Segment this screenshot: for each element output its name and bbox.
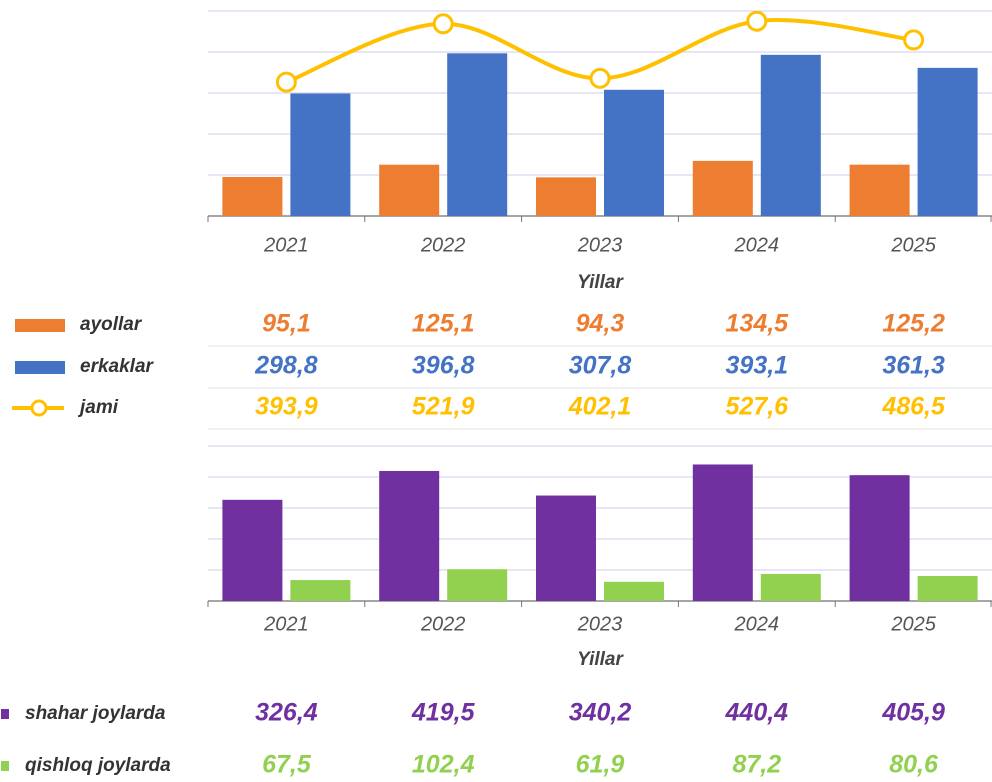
bar bbox=[447, 569, 508, 601]
x-axis-label: Yillar bbox=[577, 649, 624, 670]
legend-swatch bbox=[15, 319, 65, 332]
bar bbox=[849, 475, 910, 601]
legend-swatch bbox=[1, 709, 9, 719]
bar bbox=[849, 164, 910, 216]
legend-label: erkaklar bbox=[80, 356, 155, 377]
line-marker bbox=[275, 71, 297, 93]
table-value: 326,4 bbox=[255, 699, 318, 727]
bar bbox=[760, 573, 821, 601]
bar bbox=[917, 67, 978, 216]
bar bbox=[760, 54, 821, 217]
legend-label: jami bbox=[77, 397, 119, 418]
legend-label: shahar joylarda bbox=[25, 703, 166, 724]
table-value: 361,3 bbox=[882, 352, 945, 380]
table-value: 393,9 bbox=[255, 393, 318, 421]
table-value: 486,5 bbox=[881, 393, 946, 421]
x-tick-label: 2024 bbox=[734, 613, 780, 635]
x-tick-label: 2024 bbox=[734, 234, 780, 256]
legend-swatch bbox=[30, 399, 48, 417]
table-value: 521,9 bbox=[412, 393, 475, 421]
bar bbox=[290, 93, 351, 216]
x-tick-label: 2022 bbox=[420, 613, 466, 635]
table-value: 80,6 bbox=[889, 751, 939, 779]
table-value: 307,8 bbox=[569, 352, 632, 380]
x-tick-label: 2023 bbox=[577, 613, 623, 635]
table-value: 95,1 bbox=[262, 310, 311, 338]
bar bbox=[379, 470, 440, 601]
x-tick-label: 2023 bbox=[577, 234, 623, 256]
table-value: 527,6 bbox=[726, 393, 790, 421]
x-tick-label: 2025 bbox=[890, 613, 936, 635]
table-value: 134,5 bbox=[726, 310, 790, 338]
legend-swatch bbox=[1, 761, 9, 771]
bar bbox=[604, 89, 664, 216]
table-value: 102,4 bbox=[412, 751, 475, 779]
table-value: 125,1 bbox=[412, 310, 475, 338]
table-value: 67,5 bbox=[262, 751, 312, 779]
x-axis-label: Yillar bbox=[577, 272, 624, 293]
legend-label: qishloq joylarda bbox=[25, 755, 171, 776]
line-marker bbox=[589, 67, 611, 89]
table-value: 440,4 bbox=[725, 699, 789, 727]
table-value: 402,1 bbox=[568, 393, 632, 421]
table-value: 405,9 bbox=[881, 699, 945, 727]
bar bbox=[536, 495, 596, 601]
table-value: 393,1 bbox=[726, 352, 789, 380]
table-value: 396,8 bbox=[412, 352, 475, 380]
bar bbox=[447, 53, 508, 217]
x-tick-label: 2021 bbox=[263, 613, 309, 635]
bar bbox=[222, 177, 283, 216]
table-value: 87,2 bbox=[732, 751, 781, 779]
line-marker bbox=[746, 10, 768, 32]
bar bbox=[692, 160, 753, 216]
line-marker bbox=[903, 29, 925, 51]
bar bbox=[604, 581, 664, 601]
table-value: 61,9 bbox=[576, 751, 625, 779]
bar bbox=[536, 177, 596, 216]
x-tick-label: 2025 bbox=[890, 234, 936, 256]
bar bbox=[290, 580, 351, 601]
bar bbox=[917, 576, 978, 601]
line-marker bbox=[432, 13, 454, 35]
table-value: 419,5 bbox=[411, 699, 476, 727]
table-value: 340,2 bbox=[569, 699, 632, 727]
table-value: 298,8 bbox=[254, 352, 318, 380]
table-value: 125,2 bbox=[882, 310, 945, 338]
x-tick-label: 2022 bbox=[420, 234, 466, 256]
bar bbox=[692, 464, 753, 601]
legend-label: ayollar bbox=[80, 314, 143, 335]
bar bbox=[379, 164, 440, 216]
table-value: 94,3 bbox=[576, 310, 625, 338]
x-tick-label: 2021 bbox=[263, 234, 309, 256]
bar bbox=[222, 499, 283, 601]
legend-swatch bbox=[15, 361, 65, 374]
